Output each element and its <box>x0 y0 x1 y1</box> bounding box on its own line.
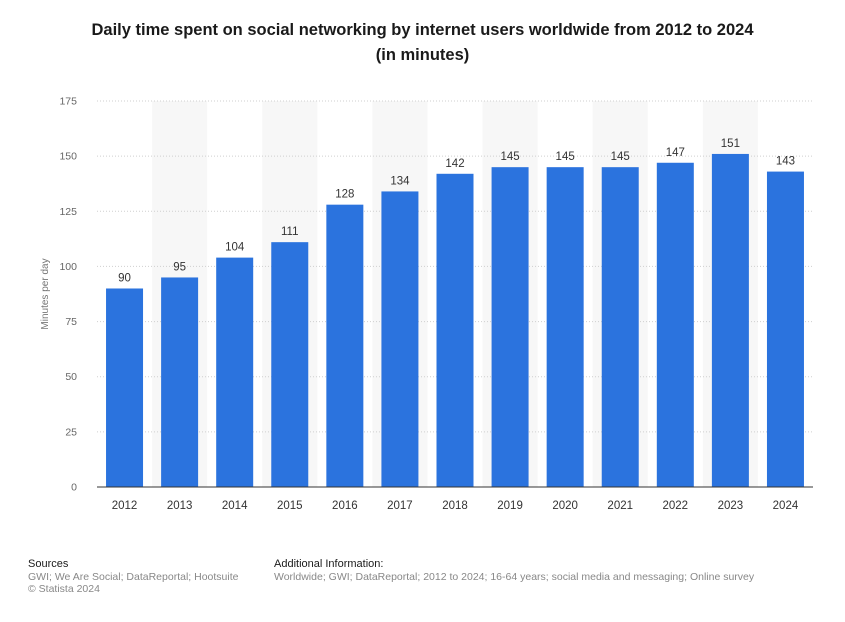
x-tick-label-2021: 2021 <box>607 500 633 512</box>
chart-title-line-2: (in minutes) <box>375 46 470 64</box>
copyright-text: © Statista 2024 <box>28 583 100 595</box>
bar-2015 <box>271 242 309 487</box>
sources-text: GWI; We Are Social; DataReportal; Hootsu… <box>28 570 239 583</box>
bar-2018 <box>436 173 474 487</box>
data-label-2023: 151 <box>721 138 740 150</box>
x-tick-label-2012: 2012 <box>112 500 138 512</box>
data-label-2013: 95 <box>173 261 186 273</box>
additional-info-block: Additional Information: Worldwide; GWI; … <box>274 558 754 583</box>
y-tick-label: 0 <box>71 482 77 494</box>
x-tick-label-2023: 2023 <box>718 500 744 512</box>
x-tick-label-2020: 2020 <box>552 500 578 512</box>
data-label-2021: 145 <box>611 151 630 163</box>
y-tick-label: 125 <box>59 206 77 218</box>
additional-info-text: Worldwide; GWI; DataReportal; 2012 to 20… <box>274 570 755 583</box>
bar-2016 <box>326 204 364 487</box>
bar-chart: 90 95 104 111 128 134 142 145 145 145 147 151 143 0 2… <box>40 96 813 512</box>
data-labels: 90 95 104 111 128 134 142 145 145 145 147 151 143 <box>118 138 795 285</box>
sources-heading: Sources <box>28 558 69 570</box>
chart-title: Daily time spent on social networking by… <box>0 18 845 68</box>
x-tick-label-2014: 2014 <box>222 500 248 512</box>
bar-2012 <box>106 288 144 487</box>
additional-info-heading: Additional Information: <box>274 558 384 570</box>
y-axis-label: Minutes per day <box>40 258 51 329</box>
data-label-2016: 128 <box>335 189 354 201</box>
y-tick-label: 75 <box>65 316 77 328</box>
bar-2023 <box>711 153 749 488</box>
x-tick-label-2019: 2019 <box>497 500 523 512</box>
bar-2024 <box>766 171 804 487</box>
y-tick-label: 50 <box>65 371 77 383</box>
bar-2017 <box>381 191 419 488</box>
bar-2020 <box>546 167 584 487</box>
x-tick-label-2017: 2017 <box>387 500 413 512</box>
data-label-2020: 145 <box>556 151 575 163</box>
y-axis-ticks: 0 25 50 75 100 125 150 175 <box>59 96 77 494</box>
x-axis-ticks: 2012 2013 2014 2015 2016 2017 2018 2019 2020 2021… <box>112 500 799 512</box>
y-tick-label: 150 <box>59 151 77 163</box>
x-tick-label-2015: 2015 <box>277 500 303 512</box>
x-tick-label-2022: 2022 <box>663 500 689 512</box>
data-label-2017: 134 <box>390 175 410 187</box>
sources-block: Sources GWI; We Are Social; DataReportal… <box>28 558 238 596</box>
x-tick-label-2016: 2016 <box>332 500 358 512</box>
data-label-2015: 111 <box>281 226 298 238</box>
data-label-2014: 104 <box>225 242 245 254</box>
y-tick-label: 100 <box>59 261 77 273</box>
x-tick-label-2018: 2018 <box>442 500 468 512</box>
bar-2019 <box>491 167 529 487</box>
data-label-2018: 142 <box>445 158 464 170</box>
y-tick-label: 25 <box>65 426 77 438</box>
data-label-2022: 147 <box>666 147 685 159</box>
bar-2013 <box>161 277 199 487</box>
data-label-2019: 145 <box>500 151 519 163</box>
x-tick-label-2024: 2024 <box>773 500 799 512</box>
bars <box>106 153 804 488</box>
bar-2022 <box>656 162 694 487</box>
x-tick-label-2013: 2013 <box>167 500 193 512</box>
chart-title-line-1: Daily time spent on social networking by… <box>91 21 754 39</box>
bar-2021 <box>601 167 639 487</box>
data-label-2024: 143 <box>776 156 795 168</box>
bar-2014 <box>216 257 254 487</box>
y-tick-label: 175 <box>59 96 77 108</box>
data-label-2012: 90 <box>118 272 131 284</box>
